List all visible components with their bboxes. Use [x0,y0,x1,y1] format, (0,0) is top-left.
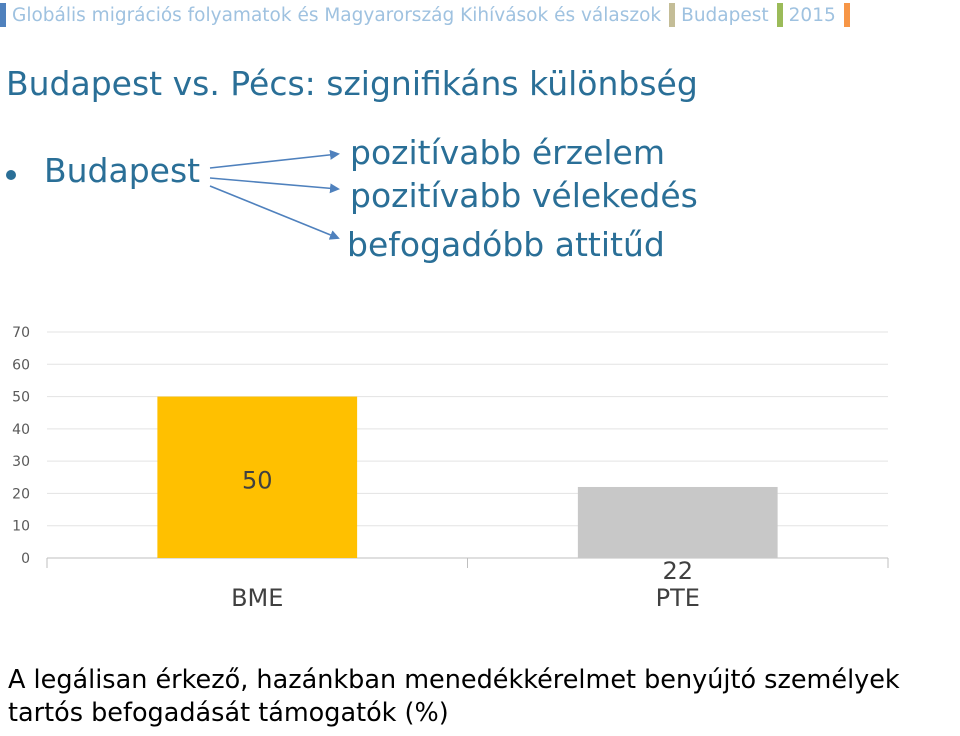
arrow-to-point-3 [209,185,340,240]
bar-pte [577,486,778,558]
header-year: 2015 [788,4,836,26]
header-location-bar [669,3,676,27]
point-befogadobb-attitud: befogadóbb attitűd [347,225,665,264]
y-tick-label: 20 [12,486,30,502]
arrow-to-point-1 [209,149,340,169]
bullet-budapest: Budapest [44,151,201,190]
header-title: Globális migrációs folyamatok és Magyaro… [12,4,662,26]
header-location: Budapest [681,4,769,26]
y-tick-label: 60 [12,357,30,373]
bullet-dot-icon [6,170,16,180]
header-accent-bar [0,3,6,27]
data-label: 22 [662,557,693,585]
slide-header: Globális migrációs folyamatok és Magyaro… [0,0,960,30]
y-tick-label: 50 [12,390,30,406]
data-label: 50 [242,467,273,495]
chart-caption: A legálisan érkező, hazánkban menedékkér… [8,665,900,728]
header-end-bar [843,3,850,27]
bar-bme [157,396,358,558]
y-tick-label: 70 [12,325,30,341]
x-tick-label: BME [231,584,283,612]
y-tick-label: 40 [12,422,30,438]
slide-title: Budapest vs. Pécs: szignifikáns különbsé… [6,64,698,103]
y-tick-label: 10 [12,519,30,535]
header-year-bar [776,3,783,27]
y-tick-label: 0 [21,551,30,567]
point-pozitivabb-velekedes: pozitívabb vélekedés [350,176,698,215]
arrows-diagram [209,149,340,240]
point-pozitivabb-erzelem: pozitívabb érzelem [350,133,665,172]
arrow-to-point-2 [209,177,340,194]
x-tick-label: PTE [656,584,700,612]
y-tick-label: 30 [12,454,30,470]
